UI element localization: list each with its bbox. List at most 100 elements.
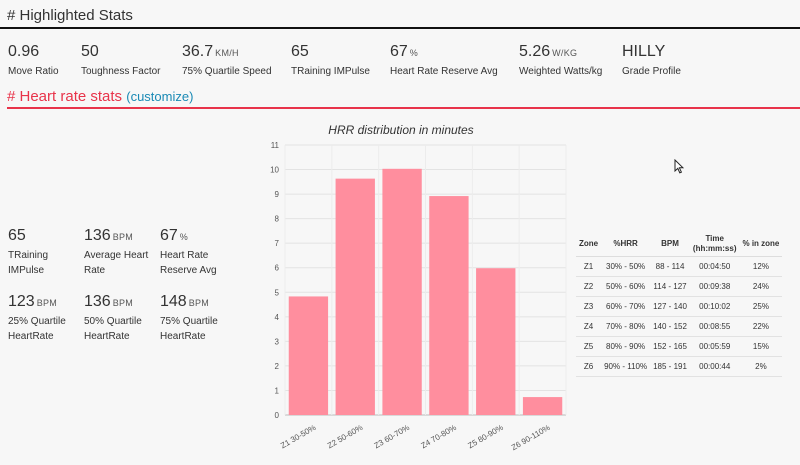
y-tick-label: 10 bbox=[270, 166, 279, 175]
y-tick-label: 1 bbox=[275, 386, 280, 395]
table-cell: 12% bbox=[739, 256, 783, 277]
stat-number: 148 bbox=[160, 293, 187, 310]
table-cell: 00:09:38 bbox=[689, 276, 740, 297]
stat-label: 75% Quartile Speed bbox=[182, 66, 272, 77]
heart-rate-stat: 67% Heart Rate Reserve Avg bbox=[160, 227, 217, 278]
table-cell: Z3 bbox=[576, 296, 602, 317]
stat-value: 123 BPM bbox=[8, 293, 66, 311]
chart-bar bbox=[382, 168, 422, 415]
heart-rate-stats-divider bbox=[7, 107, 800, 109]
stat-label: Toughness Factor bbox=[81, 66, 161, 77]
table-row: Z2 50% - 60% 114 - 127 00:09:38 24% bbox=[576, 276, 783, 297]
stat-unit: BPM bbox=[188, 298, 210, 308]
stat-number: 36.7 bbox=[182, 43, 214, 60]
column-header: % in zone bbox=[739, 232, 783, 257]
table-cell: 00:05:59 bbox=[689, 336, 740, 357]
table-cell: 60% - 70% bbox=[601, 296, 651, 317]
table-cell: 88 - 114 bbox=[650, 256, 690, 277]
stat-number: 0.96 bbox=[8, 43, 40, 60]
table-cell: 140 - 152 bbox=[650, 316, 690, 337]
stat-unit: BPM bbox=[112, 298, 134, 308]
table-cell: 185 - 191 bbox=[650, 356, 690, 377]
highlighted-stat: HILLY Grade Profile bbox=[622, 43, 681, 79]
stat-value: 65 bbox=[291, 43, 370, 61]
highlighted-stat: 65 TRaining IMPulse bbox=[291, 43, 370, 79]
stat-number: 67 bbox=[390, 43, 408, 60]
table-cell: 114 - 127 bbox=[650, 276, 690, 297]
stat-label-line: Heart Rate bbox=[160, 250, 209, 261]
heart-rate-stat: 65 TRaining IMPulse bbox=[8, 227, 48, 278]
hrr-zones-table: Zone %HRR BPM Time (hh:mm:ss)% in zone Z1 30… bbox=[576, 232, 783, 377]
highlighted-stat: 36.7 KM/H 75% Quartile Speed bbox=[182, 43, 272, 79]
stat-label: Grade Profile bbox=[622, 66, 681, 77]
stat-label-line: 75% Quartile bbox=[160, 316, 218, 327]
customize-link[interactable]: (customize) bbox=[126, 89, 194, 104]
heart-rate-stat: 136 BPM Average Heart Rate bbox=[84, 227, 148, 278]
column-header: BPM bbox=[650, 232, 690, 257]
table-cell: 00:08:55 bbox=[689, 316, 740, 337]
column-header: Time (hh:mm:ss) bbox=[689, 232, 740, 257]
column-header: %HRR bbox=[601, 232, 651, 257]
heart-rate-stat: 123 BPM 25% Quartile HeartRate bbox=[8, 293, 66, 344]
highlighted-stat: 0.96 Move Ratio bbox=[8, 43, 59, 79]
table-cell: 00:00:44 bbox=[689, 356, 740, 377]
table-cell: Z1 bbox=[576, 256, 602, 277]
table-cell: 00:04:50 bbox=[689, 256, 740, 277]
column-header: Zone bbox=[576, 232, 602, 257]
x-tick-label: Z1 30-50% bbox=[279, 423, 317, 450]
stat-label: Heart Rate Reserve Avg bbox=[390, 66, 498, 77]
chart-title: HRR distribution in minutes bbox=[328, 123, 474, 137]
stat-label-line: IMPulse bbox=[8, 265, 45, 276]
stat-label-line: 50% Quartile bbox=[84, 316, 142, 327]
y-tick-label: 5 bbox=[275, 288, 280, 297]
highlighted-stats-divider bbox=[0, 27, 800, 29]
heart-rate-stat: 136 BPM 50% Quartile HeartRate bbox=[84, 293, 142, 344]
stat-value: 136 BPM bbox=[84, 293, 142, 311]
x-tick-label: Z6 90-110% bbox=[510, 423, 552, 452]
stat-unit: BPM bbox=[36, 298, 58, 308]
stat-unit: % bbox=[409, 48, 419, 58]
stat-label-line: Average Heart bbox=[84, 250, 149, 261]
y-tick-label: 9 bbox=[275, 190, 280, 199]
highlighted-stat: 67% Heart Rate Reserve Avg bbox=[390, 43, 498, 79]
highlighted-stats-title: # Highlighted Stats bbox=[7, 7, 133, 24]
y-tick-label: 6 bbox=[275, 264, 280, 273]
stat-number: 67 bbox=[160, 227, 178, 244]
stat-label-line: HeartRate bbox=[84, 331, 130, 342]
y-tick-label: 8 bbox=[275, 215, 280, 224]
table-cell: 15% bbox=[739, 336, 783, 357]
table-row: Z3 60% - 70% 127 - 140 00:10:02 25% bbox=[576, 296, 783, 317]
table-cell: 50% - 60% bbox=[601, 276, 651, 297]
stat-value: 65 bbox=[8, 227, 48, 245]
y-tick-label: 7 bbox=[275, 239, 280, 248]
stat-number: 5.26 bbox=[519, 43, 551, 60]
stat-label: TRaining IMPulse bbox=[291, 66, 370, 77]
stat-label: Average Heart Rate bbox=[84, 248, 148, 278]
y-tick-label: 2 bbox=[275, 362, 280, 371]
heart-rate-stat: 148 BPM 75% Quartile HeartRate bbox=[160, 293, 218, 344]
table-cell: 80% - 90% bbox=[601, 336, 651, 357]
table-cell: 152 - 165 bbox=[650, 336, 690, 357]
stat-number: 50 bbox=[81, 43, 99, 60]
heart-rate-stats-title: # Heart rate stats (customize) bbox=[7, 88, 193, 105]
stat-value: 67% bbox=[160, 227, 217, 245]
y-tick-label: 0 bbox=[275, 411, 280, 420]
stat-label-line: HeartRate bbox=[160, 331, 206, 342]
stat-label: TRaining IMPulse bbox=[8, 248, 48, 278]
table-cell: 00:10:02 bbox=[689, 296, 740, 317]
stat-label-line: Reserve Avg bbox=[160, 265, 217, 276]
table-row: Z5 80% - 90% 152 - 165 00:05:59 15% bbox=[576, 336, 783, 357]
stat-unit: W/KG bbox=[552, 48, 578, 58]
table-cell: 90% - 110% bbox=[601, 356, 651, 377]
chart-bar bbox=[335, 178, 375, 415]
stat-unit: % bbox=[179, 232, 189, 242]
stat-label-line: TRaining bbox=[8, 250, 49, 261]
stat-number: 123 bbox=[8, 293, 35, 310]
table-cell: Z4 bbox=[576, 316, 602, 337]
table-cell: 22% bbox=[739, 316, 783, 337]
table-row: Z1 30% - 50% 88 - 114 00:04:50 12% bbox=[576, 256, 783, 277]
table-cell: Z5 bbox=[576, 336, 602, 357]
x-tick-label: Z4 70-80% bbox=[420, 423, 458, 450]
stat-label: 75% Quartile HeartRate bbox=[160, 314, 218, 344]
